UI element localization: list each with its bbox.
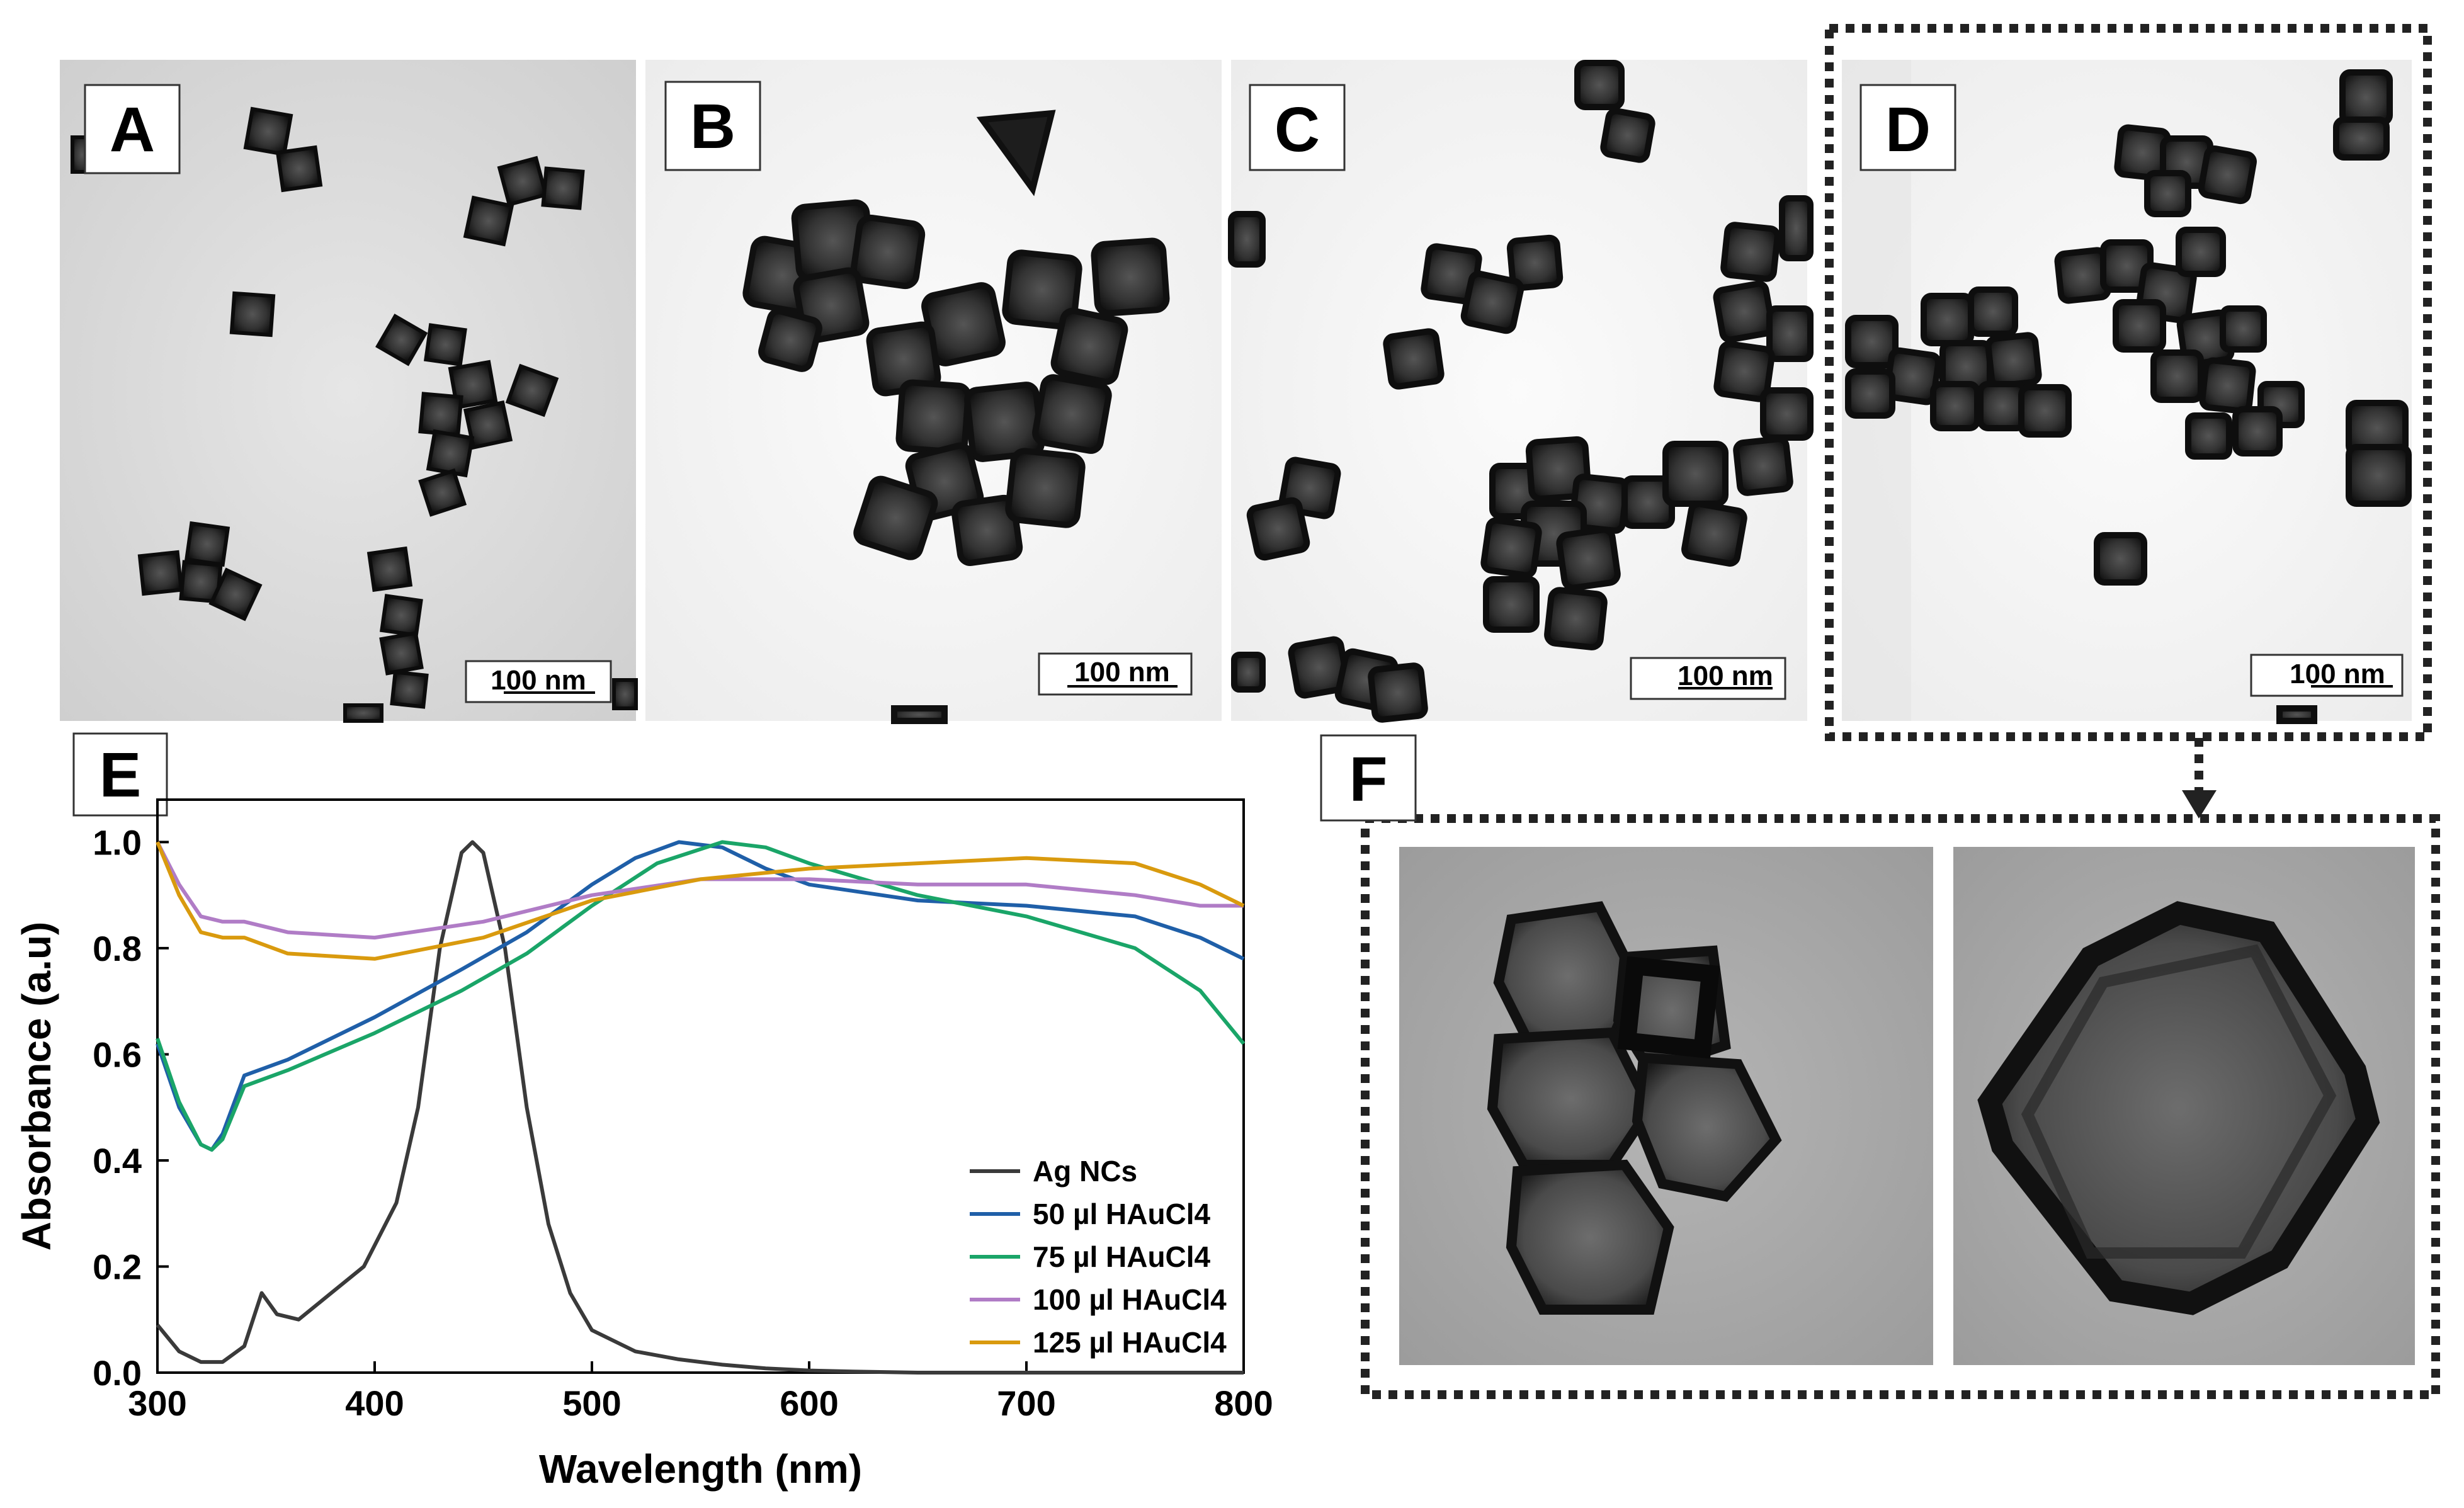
zoom-frame-f: [1361, 814, 2440, 1399]
panel-label-box: [84, 84, 181, 174]
scale-bar-box: [2250, 654, 2404, 697]
x-tick-label: 400: [345, 1383, 404, 1423]
scale-bar-label: 100 nm: [1678, 660, 1773, 691]
panel-label-box: [1859, 84, 1956, 171]
tem-panel-b: B 100 nm: [645, 60, 1222, 724]
panel-label: C: [1275, 94, 1320, 165]
panel-label-box: [1320, 734, 1417, 822]
x-tick-label: 600: [780, 1383, 838, 1423]
legend-label: 50 µl HAuCl4: [1033, 1198, 1211, 1230]
panel-label-box: [1249, 84, 1346, 171]
panel-label: E: [99, 740, 142, 810]
chart-panel-e: E 300 400 500 600 700 800 0.0 0.2 0.4 0.6 0.8 1.0 Wa…: [14, 732, 1273, 1492]
scale-bar-label: 100 nm: [491, 665, 586, 696]
scale-bar-box: [1038, 652, 1193, 696]
hrtem-image-single: [1953, 847, 2415, 1365]
series-line: [156, 840, 1244, 1375]
series-line: [156, 841, 1244, 940]
series-line: [156, 840, 1246, 1152]
nanocube-cluster: [742, 110, 1170, 724]
nanocube-cluster: [71, 106, 638, 723]
x-axis-label: Wavelength (nm): [539, 1446, 862, 1492]
nanocube-cluster: [1228, 60, 1814, 723]
arrow-head-icon: [2182, 790, 2217, 819]
tem-panel-c: C 100 nm: [1228, 60, 1814, 723]
scale-bar-label: 100 nm: [2290, 659, 2385, 689]
nanocube-cluster: [1845, 69, 2412, 724]
legend-label: Ag NCs: [1033, 1155, 1137, 1188]
tem-panel-d: D 100 nm: [1842, 60, 2412, 724]
hrtem-panel-f: F: [1320, 734, 2440, 1399]
y-tick-label: 0.2: [93, 1247, 142, 1286]
y-tick-label: 0.8: [93, 929, 142, 968]
panel-label-box: [72, 732, 168, 817]
legend-label: 125 µl HAuCl4: [1033, 1326, 1227, 1359]
x-tick-label: 800: [1214, 1383, 1273, 1423]
panel-label: B: [690, 91, 735, 162]
series-line: [156, 841, 1245, 961]
plot-frame: [156, 798, 1245, 1374]
scale-bar-box: [1630, 657, 1786, 700]
hrtem-image-cluster: [1399, 847, 1933, 1365]
absorbance-chart: 300 400 500 600 700 800 0.0 0.2 0.4 0.6 0.8 1.0 Wave…: [14, 798, 1273, 1492]
x-tick-label: 700: [997, 1383, 1055, 1423]
tem-panel-a: A 100 nm: [60, 60, 638, 723]
zoom-frame-d: [1825, 24, 2432, 741]
scale-bar-label: 100 nm: [1074, 657, 1170, 688]
panel-label-box: [664, 81, 761, 171]
panel-label: A: [110, 94, 155, 165]
y-tick-label: 1.0: [93, 822, 142, 862]
y-tick-label: 0.0: [93, 1353, 142, 1393]
panel-label: D: [1885, 94, 1931, 165]
y-tick-label: 0.6: [93, 1035, 142, 1074]
scale-bar-box: [465, 660, 612, 703]
x-tick-label: 500: [562, 1383, 621, 1423]
panel-label: F: [1349, 744, 1387, 815]
legend-label: 100 µl HAuCl4: [1033, 1283, 1227, 1316]
y-axis-label: Absorbance (a.u): [14, 922, 59, 1251]
y-tick-label: 0.4: [93, 1141, 142, 1181]
legend-label: 75 µl HAuCl4: [1033, 1240, 1211, 1273]
x-tick-label: 300: [128, 1383, 186, 1423]
